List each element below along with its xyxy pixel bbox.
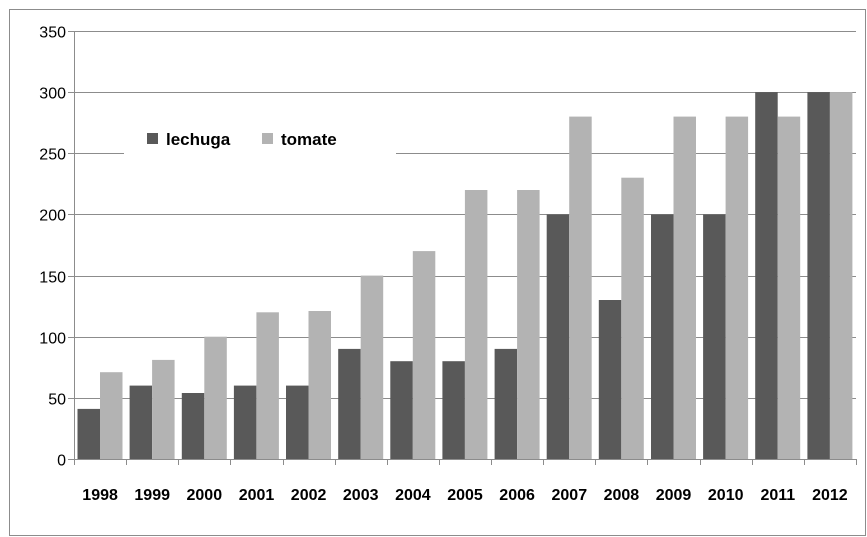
bar-lechuga-2012 <box>807 92 830 459</box>
bar-tomate-2011 <box>777 116 801 459</box>
bar-tomate-2006 <box>517 190 540 459</box>
bar-tomate-2004 <box>412 251 436 459</box>
bar-tomate-2005 <box>464 190 488 459</box>
bar-lechuga-2009 <box>651 214 674 459</box>
bar-lechuga-2003 <box>338 348 361 459</box>
x-tick-label: 2009 <box>656 487 692 504</box>
y-axis-tick-labels: 0 50 100 150 200 250 300 350 <box>39 25 66 470</box>
bar-tomate-2007 <box>569 116 592 459</box>
x-tick-label: 2000 <box>187 487 223 504</box>
x-tick-label: 2003 <box>343 487 379 504</box>
chart-border <box>9 9 866 536</box>
x-tick-label: 1998 <box>82 487 118 504</box>
x-tick-label: 2005 <box>447 487 483 504</box>
x-tick-label: 2006 <box>499 487 535 504</box>
bar-lechuga-2002 <box>286 385 309 459</box>
x-tick-label: 2008 <box>604 487 640 504</box>
bar-tomate-1999 <box>152 359 175 459</box>
bar-lechuga-2000 <box>181 393 205 459</box>
bar-lechuga-1999 <box>129 385 153 459</box>
bar-tomate-2009 <box>673 116 696 459</box>
bar-tomate-2010 <box>725 116 749 459</box>
y-tick-label: 250 <box>39 147 66 164</box>
x-tick-label: 1999 <box>134 487 170 504</box>
y-tick-label: 150 <box>39 270 66 287</box>
bar-tomate-2001 <box>256 312 279 459</box>
x-tick-label: 2004 <box>395 487 431 504</box>
legend-swatch-lechuga <box>147 133 158 144</box>
x-tick-label: 2012 <box>812 487 848 504</box>
y-tick-label: 350 <box>39 25 66 42</box>
x-axis-tick-labels: 1998 1999 2000 2001 2002 2003 2004 2005 2006 2007… <box>82 487 847 504</box>
y-tick-label: 300 <box>39 86 66 103</box>
bar-tomate-1998 <box>100 372 123 459</box>
axes <box>68 31 857 465</box>
bar-lechuga-2006 <box>494 348 518 459</box>
y-tick-label: 200 <box>39 208 66 225</box>
x-tick-label: 2007 <box>552 487 588 504</box>
bar-tomate-2008 <box>621 177 644 459</box>
legend-swatch-tomate <box>262 133 273 144</box>
legend-label-lechuga: lechuga <box>166 130 231 149</box>
y-tick-label: 100 <box>39 331 66 348</box>
bar-lechuga-2010 <box>703 214 726 459</box>
x-tick-label: 2002 <box>291 487 327 504</box>
bar-lechuga-2004 <box>390 361 413 459</box>
bar-tomate-2002 <box>308 311 331 459</box>
bar-lechuga-2001 <box>233 385 257 459</box>
bar-lechuga-2005 <box>442 361 465 459</box>
bar-tomate-2000 <box>204 336 227 459</box>
bar-tomate-2012 <box>829 92 853 459</box>
bar-lechuga-2008 <box>598 300 622 459</box>
bar-lechuga-2011 <box>755 92 778 459</box>
bar-lechuga-2007 <box>546 214 570 459</box>
legend-label-tomate: tomate <box>281 130 337 149</box>
y-tick-label: 50 <box>48 392 66 409</box>
bar-tomate-2003 <box>360 275 384 459</box>
x-tick-label: 2011 <box>760 487 795 504</box>
legend: lechuga tomate <box>124 122 396 158</box>
legend-background <box>124 122 396 158</box>
x-tick-label: 2010 <box>708 487 744 504</box>
bar-lechuga-1998 <box>77 408 100 459</box>
y-tick-label: 0 <box>57 453 66 470</box>
bars <box>77 92 853 459</box>
x-tick-label: 2001 <box>239 487 275 504</box>
